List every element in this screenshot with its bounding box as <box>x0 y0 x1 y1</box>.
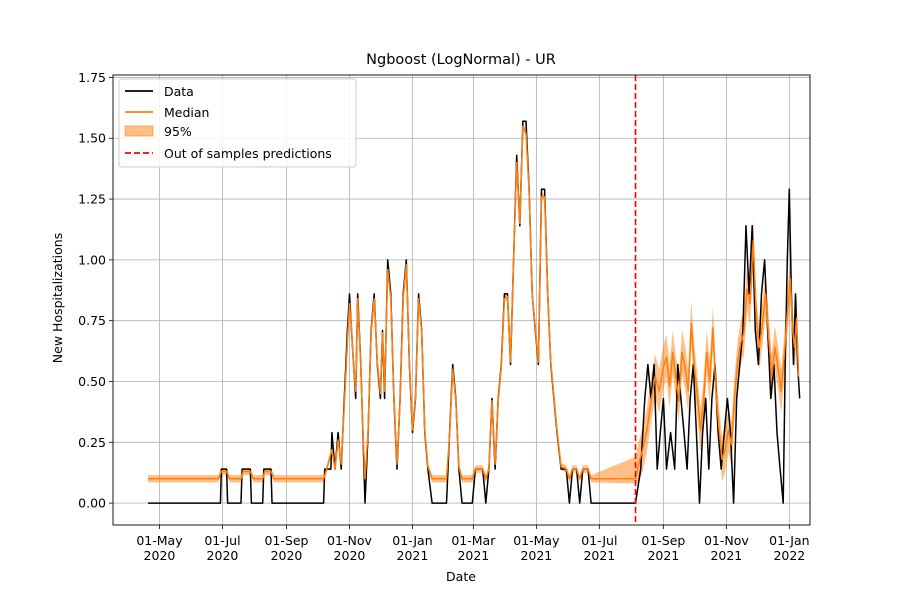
x-axis-label: Date <box>446 569 476 584</box>
y-tick-label: 1.25 <box>78 192 106 207</box>
x-tick-label: 01-Sep <box>264 533 308 548</box>
y-axis-label: New Hospitalizations <box>50 233 65 363</box>
x-tick-label: 01-Nov <box>327 533 372 548</box>
x-tick-label: 01-Jan <box>392 533 432 548</box>
x-tick-label-year: 2020 <box>207 548 239 563</box>
legend-label-median: Median <box>164 105 209 120</box>
y-tick-label: 0.25 <box>78 435 106 450</box>
x-tick-label-year: 2021 <box>520 548 552 563</box>
x-tick-label-year: 2021 <box>457 548 489 563</box>
y-tick-label: 1.50 <box>78 131 106 146</box>
x-tick-label-year: 2022 <box>773 548 805 563</box>
chart-title: Ngboost (LogNormal) - UR <box>366 52 556 68</box>
x-tick-label-year: 2020 <box>334 548 366 563</box>
x-tick-label: 01-Jul <box>581 533 617 548</box>
x-tick-label-year: 2021 <box>647 548 679 563</box>
x-tick-label-year: 2020 <box>144 548 176 563</box>
x-tick-label: 01-Jan <box>769 533 809 548</box>
plot-frame <box>112 74 811 526</box>
legend: Data Median 95% Out of samples predictio… <box>118 78 357 168</box>
x-tick-label: 01-May <box>513 533 560 548</box>
series-layer <box>148 75 801 525</box>
ticks-layer: 01-May202001-Jul202001-Sep202001-Nov2020… <box>78 70 809 563</box>
axes-layer <box>112 74 811 526</box>
y-tick-label: 0.50 <box>78 374 106 389</box>
legend-box <box>118 78 357 168</box>
y-tick-label: 1.75 <box>78 70 106 85</box>
y-tick-label: 0.75 <box>78 313 106 328</box>
series-median-line <box>148 125 800 480</box>
x-tick-label: 01-May <box>136 533 183 548</box>
x-tick-label: 01-Sep <box>641 533 685 548</box>
legend-label-vline: Out of samples predictions <box>164 146 332 161</box>
y-tick-label: 0.00 <box>78 496 106 511</box>
legend-label-data: Data <box>164 84 194 99</box>
x-tick-label-year: 2021 <box>710 548 742 563</box>
x-tick-label-year: 2021 <box>397 548 429 563</box>
x-tick-label-year: 2021 <box>583 548 615 563</box>
x-tick-label: 01-Jul <box>204 533 240 548</box>
x-tick-label: 01-Mar <box>451 533 496 548</box>
y-tick-label: 1.00 <box>78 252 106 267</box>
legend-swatch-band <box>124 125 154 137</box>
x-tick-label-year: 2020 <box>271 548 303 563</box>
x-tick-label: 01-Nov <box>704 533 749 548</box>
legend-label-band: 95% <box>164 124 192 139</box>
